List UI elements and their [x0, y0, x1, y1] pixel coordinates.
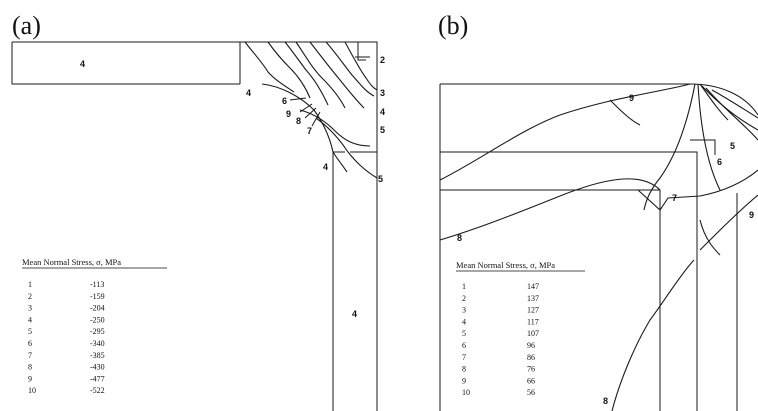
table-row-index: 3 [28, 304, 32, 313]
table-row-value: 96 [527, 341, 535, 350]
contour-label: 4 [380, 107, 385, 117]
table-row-index: 7 [462, 353, 466, 362]
table-row-index: 9 [28, 374, 32, 383]
table-title: Mean Normal Stress, σ, MPa [22, 257, 121, 267]
contour-label: 9 [286, 109, 291, 119]
table-row-index: 4 [462, 317, 466, 326]
panel-b-contour-labels: 9 5 6 7 8 9 8 [457, 93, 754, 406]
contour-label: 6 [717, 157, 722, 167]
contour-label: 6 [282, 96, 287, 106]
contour-label: 8 [603, 396, 608, 406]
table-row-value: 147 [527, 282, 539, 291]
table-row-value: -430 [90, 363, 105, 372]
table-row-value: 137 [527, 294, 539, 303]
contour-label: 5 [378, 174, 383, 184]
contour-label: 5 [730, 141, 735, 151]
table-row-value: -522 [90, 386, 105, 395]
table-row-value: 117 [527, 317, 539, 326]
panel-b-label: (b) [438, 11, 468, 40]
contour-label: 3 [380, 88, 385, 98]
panel-b-stress-table: Mean Normal Stress, σ, MPa 1 147 2 137 3 127 4… [456, 260, 585, 397]
table-row-index: 5 [462, 329, 466, 338]
panel-a-stress-table: Mean Normal Stress, σ, MPa 1 -113 2 -159 3 -2… [22, 257, 167, 395]
table-row-value: -340 [90, 339, 105, 348]
table-row-value: -250 [90, 315, 105, 324]
table-row-value: 66 [527, 376, 535, 385]
table-row-value: -295 [90, 327, 105, 336]
table-row-index: 4 [28, 315, 32, 324]
table-row-value: 86 [527, 353, 535, 362]
table-row-value: -204 [90, 304, 105, 313]
contour-label: 8 [457, 233, 462, 243]
table-row-index: 5 [28, 327, 32, 336]
contour-label: 4 [323, 162, 328, 172]
panel-a-arrows [289, 56, 370, 127]
contour-label: 9 [749, 210, 754, 220]
panel-a-contours [244, 41, 378, 179]
table-row-index: 8 [462, 365, 466, 374]
contour-label: 4 [246, 88, 251, 98]
panel-b-contours [439, 83, 758, 411]
table-row-index: 8 [28, 363, 32, 372]
contour-label: 2 [380, 55, 385, 65]
contour-label: 9 [629, 93, 634, 103]
table-row-value: -113 [90, 280, 104, 289]
contour-label: 7 [307, 126, 312, 136]
table-row-index: 6 [462, 341, 466, 350]
table-row-index: 9 [462, 376, 466, 385]
table-row-index: 10 [462, 388, 470, 397]
table-row-index: 2 [28, 292, 32, 301]
panel-a-region-label-leg: 4 [352, 309, 357, 319]
table-row-value: -477 [90, 374, 105, 383]
table-row-value: 107 [527, 329, 539, 338]
table-row-value: 56 [527, 388, 535, 397]
table-row-index: 3 [462, 306, 466, 315]
panel-b-geometry [439, 83, 758, 411]
table-row-index: 7 [28, 351, 32, 360]
table-row-value: -159 [90, 292, 105, 301]
panel-a-label: (a) [12, 11, 41, 40]
panel-a-geometry [11, 41, 378, 411]
table-title: Mean Normal Stress, σ, MPa [456, 260, 555, 270]
table-row-value: 76 [527, 365, 535, 374]
table-row-index: 1 [28, 280, 32, 289]
contour-label: 8 [296, 116, 301, 126]
panel-a-contour-labels: 2 3 4 5 4 6 9 8 7 4 5 [246, 55, 385, 184]
table-row-index: 1 [462, 282, 466, 291]
contour-label: 5 [380, 125, 385, 135]
table-row-value: 127 [527, 306, 539, 315]
table-row-value: -385 [90, 351, 105, 360]
panel-a-region-label-top: 4 [80, 59, 85, 69]
contour-label: 7 [672, 193, 677, 203]
table-row-index: 2 [462, 294, 466, 303]
table-row-index: 6 [28, 339, 32, 348]
table-row-index: 10 [28, 386, 36, 395]
